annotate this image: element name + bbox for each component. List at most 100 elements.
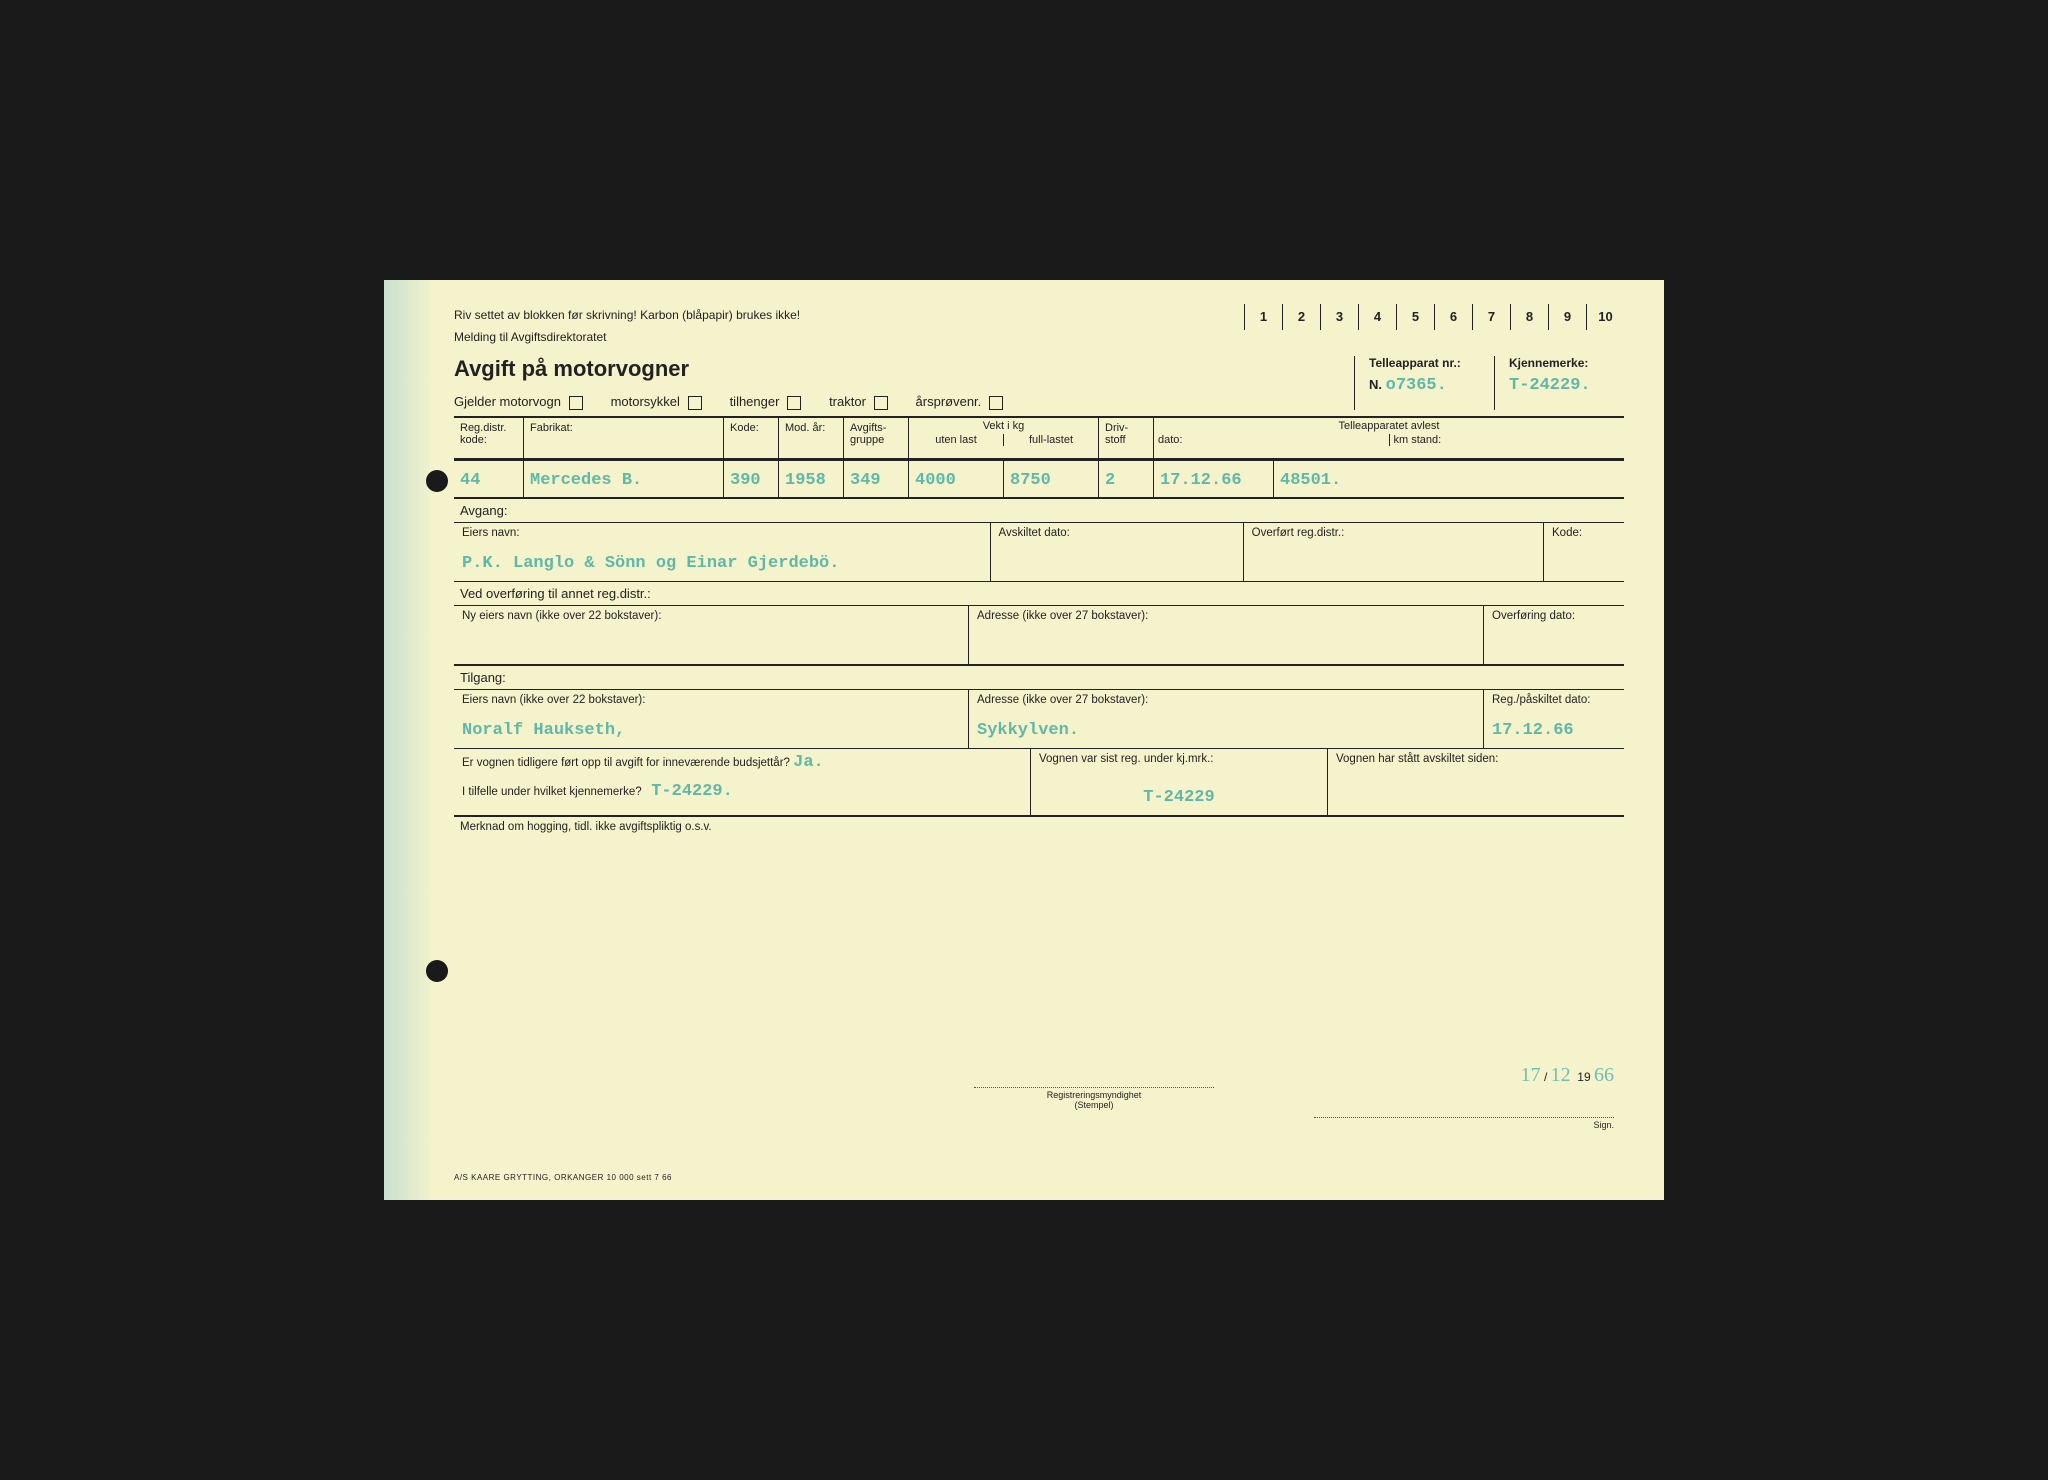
kjennemerke-value: T-24229.	[1509, 376, 1610, 395]
date-month: 12	[1551, 1064, 1571, 1086]
avgang-row-2: Ny eiers navn (ikke over 22 bokstaver): …	[454, 606, 1624, 666]
col-avgifts: Avgifts-gruppe	[844, 418, 909, 458]
data-grid-header: Reg.distr. kode: Fabrikat: Kode: Mod. år…	[454, 418, 1624, 459]
ny-eiers-navn-label: Ny eiers navn (ikke over 22 bokstaver):	[462, 610, 960, 622]
col-vekt-full: full-lastet	[1004, 434, 1098, 446]
copy-number: 3	[1320, 304, 1358, 330]
stempel-label-2: (Stempel)	[974, 1100, 1214, 1110]
copy-number-row: 1 2 3 4 5 6 7 8 9 10	[1244, 304, 1624, 330]
q3-value: T-24229	[1039, 788, 1319, 811]
questions-row: Er vognen tidligere ført opp til avgift …	[454, 749, 1624, 817]
tilgang-adresse-label: Adresse (ikke over 27 bokstaver):	[977, 694, 1475, 706]
col-telle-dato: dato:	[1154, 434, 1390, 446]
val-vekt-uten: 4000	[909, 461, 1004, 497]
copy-number: 4	[1358, 304, 1396, 330]
data-grid-row: 44 Mercedes B. 390 1958 349 4000 8750 2 …	[454, 459, 1624, 499]
val-telle-dato: 17.12.66	[1154, 461, 1274, 497]
telleapparat-label: Telleapparat nr.:	[1369, 356, 1480, 370]
tilgang-eiers-navn-value: Noralf Haukseth,	[462, 721, 960, 744]
val-kode: 390	[724, 461, 779, 497]
q2-answer: T-24229.	[651, 782, 733, 801]
tilgang-adresse-value: Sykkylven.	[977, 721, 1475, 744]
copy-number: 9	[1548, 304, 1586, 330]
tilgang-row: Eiers navn (ikke over 22 bokstaver): Nor…	[454, 690, 1624, 749]
overfort-regdistr-label: Overført reg.distr.:	[1252, 527, 1535, 539]
col-vekt: Vekt i kg uten last full-lastet	[909, 418, 1099, 458]
date-day: 17	[1521, 1064, 1541, 1086]
stempel-label-1: Registreringsmyndighet	[974, 1090, 1214, 1100]
sub-instruction: Melding til Avgiftsdirektoratet	[454, 330, 1624, 344]
copy-number: 2	[1282, 304, 1320, 330]
q2-label: I tilfelle under hvilket kjennemerke?	[462, 786, 642, 798]
col-fabrikat: Fabrikat:	[524, 418, 724, 458]
telleapparat-field: Telleapparat nr.: N. o7365.	[1354, 356, 1494, 410]
q3-label: Vognen var sist reg. under kj.mrk.:	[1039, 753, 1319, 765]
copy-number: 5	[1396, 304, 1434, 330]
checkbox-traktor[interactable]	[874, 396, 888, 410]
avgang-row-1: Eiers navn: P.K. Langlo & Sönn og Einar …	[454, 523, 1624, 582]
col-kode: Kode:	[724, 418, 779, 458]
q1-label: Er vognen tidligere ført opp til avgift …	[462, 757, 790, 769]
col-drivstoff: Driv-stoff	[1099, 418, 1154, 458]
val-avgifts: 349	[844, 461, 909, 497]
overforing-dato-label: Overføring dato:	[1492, 610, 1616, 622]
val-modar: 1958	[779, 461, 844, 497]
q1-answer: Ja.	[793, 753, 824, 772]
col-telleapparat-avlest: Telleapparatet avlest dato: km stand:	[1154, 418, 1624, 458]
val-drivstoff: 2	[1099, 461, 1154, 497]
form-title: Avgift på motorvogner	[454, 356, 1354, 382]
label-traktor: traktor	[829, 394, 866, 409]
checkbox-tilhenger[interactable]	[787, 396, 801, 410]
label-motorsykkel: motorsykkel	[611, 394, 680, 409]
telleapparat-value: o7365.	[1386, 376, 1447, 395]
telleapparat-prefix: N.	[1369, 377, 1382, 392]
eiers-navn-value: P.K. Langlo & Sönn og Einar Gjerdebö.	[462, 554, 982, 577]
kjennemerke-field: Kjennemerke: T-24229.	[1494, 356, 1624, 410]
vehicle-type-row: Gjelder motorvogn motorsykkel tilhenger …	[454, 394, 1354, 410]
label-motorvogn: Gjelder motorvogn	[454, 394, 561, 409]
ved-overforing-label: Ved overføring til annet reg.distr.:	[454, 582, 1624, 606]
year-prefix: 19	[1577, 1070, 1590, 1084]
date-sign-area: 17 / 12 19 66 Sign.	[1314, 1064, 1614, 1130]
col-telle-km: km stand:	[1390, 434, 1625, 446]
kode-label: Kode:	[1552, 527, 1616, 539]
checkbox-arsprove[interactable]	[989, 396, 1003, 410]
label-tilhenger: tilhenger	[730, 394, 780, 409]
merknad-label: Merknad om hogging, tidl. ikke avgiftspl…	[454, 817, 1624, 837]
copy-number: 1	[1244, 304, 1282, 330]
copy-number: 8	[1510, 304, 1548, 330]
val-regdistr: 44	[454, 461, 524, 497]
form-page: Riv settet av blokken før skrivning! Kar…	[384, 280, 1664, 1200]
title-section: Avgift på motorvogner Gjelder motorvogn …	[454, 356, 1624, 410]
reg-dato-label: Reg./påskiltet dato:	[1492, 694, 1616, 706]
checkbox-motorvogn[interactable]	[569, 396, 583, 410]
punch-hole	[426, 960, 448, 982]
copy-number: 7	[1472, 304, 1510, 330]
vekt-title: Vekt i kg	[909, 418, 1098, 434]
copy-number: 6	[1434, 304, 1472, 330]
copy-number: 10	[1586, 304, 1624, 330]
val-telle-km: 48501.	[1274, 461, 1624, 497]
q4-label: Vognen har stått avskiltet siden:	[1336, 753, 1616, 765]
label-arsprove: årsprøvenr.	[916, 394, 982, 409]
col-modar: Mod. år:	[779, 418, 844, 458]
avskiltet-dato-label: Avskiltet dato:	[999, 527, 1235, 539]
kjennemerke-label: Kjennemerke:	[1509, 356, 1610, 370]
val-fabrikat: Mercedes B.	[524, 461, 724, 497]
avgang-section-label: Avgang:	[454, 499, 1624, 523]
col-regdistr: Reg.distr. kode:	[454, 418, 524, 458]
sign-label: Sign.	[1314, 1117, 1614, 1130]
eiers-navn-label: Eiers navn:	[462, 527, 982, 539]
checkbox-motorsykkel[interactable]	[688, 396, 702, 410]
punch-hole	[426, 470, 448, 492]
val-vekt-full: 8750	[1004, 461, 1099, 497]
stempel-area: Registreringsmyndighet (Stempel)	[974, 1087, 1214, 1110]
reg-dato-value: 17.12.66	[1492, 721, 1616, 744]
telle-avlest-title: Telleapparatet avlest	[1154, 418, 1624, 434]
tilgang-eiers-navn-label: Eiers navn (ikke over 22 bokstaver):	[462, 694, 960, 706]
col-vekt-uten: uten last	[909, 434, 1004, 446]
date-year: 66	[1594, 1064, 1614, 1086]
tilgang-section-label: Tilgang:	[454, 666, 1624, 690]
adresse-label: Adresse (ikke over 27 bokstaver):	[977, 610, 1475, 622]
printer-footer: A/S KAARE GRYTTING, ORKANGER 10 000 sett…	[454, 1173, 672, 1182]
